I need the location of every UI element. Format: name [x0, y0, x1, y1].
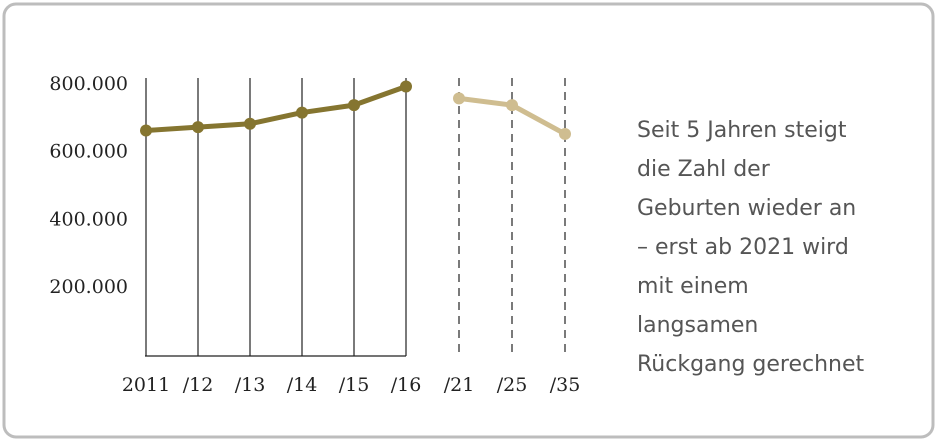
annotation-line: langsamen: [637, 313, 758, 338]
y-tick-label: 800.000: [49, 73, 128, 95]
x-tick-label: /13: [235, 374, 266, 396]
y-tick-label: 400.000: [49, 208, 128, 230]
card: [2, 2, 935, 439]
x-tick-label: /14: [287, 374, 318, 396]
x-tick-label: /16: [391, 374, 422, 396]
x-tick-label: /35: [550, 374, 581, 396]
data-point: [296, 106, 308, 119]
data-point: [506, 99, 518, 112]
x-tick-label: /15: [339, 374, 370, 396]
data-point: [192, 121, 204, 134]
x-tick-label: /12: [183, 374, 214, 396]
data-point: [559, 127, 571, 140]
data-point: [453, 92, 465, 105]
x-tick-label: /25: [497, 374, 528, 396]
data-point: [400, 80, 412, 93]
data-point: [348, 99, 360, 112]
annotation-line: Rückgang gerechnet: [637, 352, 865, 377]
x-tick-label: /21: [444, 374, 475, 396]
annotation-line: Seit 5 Jahren steigt: [637, 118, 847, 143]
data-point: [244, 117, 256, 130]
series-line: [145, 84, 407, 134]
annotation-line: Geburten wieder an: [637, 196, 856, 221]
annotation-line: die Zahl der: [637, 157, 771, 182]
y-tick-label: 200.000: [49, 276, 128, 298]
annotation-line: – erst ab 2021 wird: [637, 235, 849, 260]
annotation-line: mit einem: [637, 274, 749, 299]
data-point: [140, 124, 152, 137]
y-tick-label: 600.000: [49, 141, 128, 163]
x-tick-label: 2011: [122, 374, 170, 396]
